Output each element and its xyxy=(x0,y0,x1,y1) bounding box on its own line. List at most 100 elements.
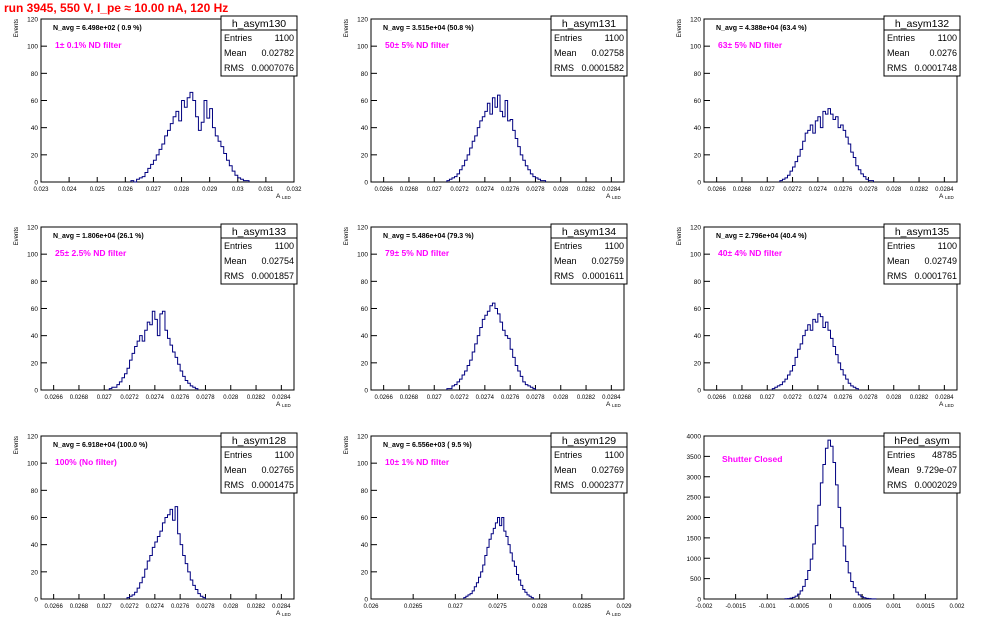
y-tick-label: 100 xyxy=(27,44,38,51)
stats-value: 1100 xyxy=(605,33,624,43)
y-tick-label: 80 xyxy=(31,488,39,495)
stats-value: 9.729e-07 xyxy=(916,465,957,475)
y-tick-label: 0 xyxy=(34,597,38,604)
stats-value: 0.0001475 xyxy=(251,480,294,490)
stats-value: 0.02769 xyxy=(591,465,624,475)
y-tick-label: 0 xyxy=(697,388,701,395)
x-tick-label: 0.029 xyxy=(202,187,218,193)
y-tick-label: 80 xyxy=(361,71,369,78)
x-tick-label: 0.0275 xyxy=(488,604,507,610)
filter-note: 100% (No filter) xyxy=(55,457,117,467)
y-tick-label: 0 xyxy=(697,180,701,187)
histogram-name: h_asym134 xyxy=(562,226,616,238)
x-tick-label: 0.0268 xyxy=(400,187,419,193)
y-tick-label: 40 xyxy=(361,125,369,132)
x-tick-label: 0.001 xyxy=(886,604,902,610)
stats-label: RMS xyxy=(554,480,574,490)
x-tick-label: 0.0272 xyxy=(783,395,802,401)
x-tick-label: -0.0005 xyxy=(789,604,810,610)
y-tick-label: 20 xyxy=(31,152,39,159)
x-tick-label: 0.0005 xyxy=(853,604,872,610)
stats-label: RMS xyxy=(224,63,244,73)
y-tick-label: 40 xyxy=(694,125,702,132)
y-tick-label: 100 xyxy=(690,252,701,259)
stats-box: h_asym135 Entries 1100 Mean 0.02749 RMS 0.0001… xyxy=(883,223,961,285)
x-tick-label: 0.027 xyxy=(760,187,776,193)
x-tick-label: 0.0282 xyxy=(247,604,266,610)
y-tick-label: 20 xyxy=(694,360,702,367)
y-tick-label: 60 xyxy=(31,98,39,105)
y-tick-label: 0 xyxy=(364,597,368,604)
stats-box: h_asym132 Entries 1100 Mean 0.0276 RMS 0.00017… xyxy=(883,15,961,77)
y-tick-label: 20 xyxy=(31,360,39,367)
filter-note: 79± 5% ND filter xyxy=(385,248,450,258)
y-axis-label: Events xyxy=(677,19,683,37)
x-tick-label: 0.0274 xyxy=(146,395,165,401)
y-tick-label: 40 xyxy=(31,333,39,340)
stats-box: h_asym133 Entries 1100 Mean 0.02754 RMS 0.0001… xyxy=(220,223,298,285)
x-tick-label: -0.001 xyxy=(759,604,777,610)
stats-value: 0.02765 xyxy=(261,465,294,475)
stats-value: 0.0001857 xyxy=(251,271,294,281)
x-tick-label: 0.025 xyxy=(90,187,106,193)
x-tick-label: 0.028 xyxy=(886,187,902,193)
stats-box-frame xyxy=(550,223,628,285)
stats-label: Entries xyxy=(554,450,583,460)
y-tick-label: 1000 xyxy=(687,556,702,563)
histogram-panel: 0 20 40 60 80 100 120 0.026 0.0265 0.027 0.0275 0.0… xyxy=(344,432,632,617)
x-tick-label: 0.0278 xyxy=(859,187,878,193)
stats-value: 0.02758 xyxy=(591,48,624,58)
x-tick-label: 0.0266 xyxy=(44,395,63,401)
y-tick-label: 100 xyxy=(357,461,368,468)
x-tick-label: 0.027 xyxy=(760,395,776,401)
histogram-name: h_asym131 xyxy=(562,18,616,30)
x-tick-label: 0.024 xyxy=(62,187,78,193)
x-tick-label: 0.0276 xyxy=(501,395,520,401)
x-tick-label: 0.028 xyxy=(886,395,902,401)
stats-value: 48785 xyxy=(932,450,957,460)
filter-note: 50± 5% ND filter xyxy=(385,40,450,50)
x-tick-label: 0.0266 xyxy=(707,395,726,401)
x-tick-label: 0.0268 xyxy=(70,604,89,610)
x-tick-label: 0.026 xyxy=(118,187,134,193)
stats-label: RMS xyxy=(554,271,574,281)
stats-box: h_asym134 Entries 1100 Mean 0.02759 RMS 0.0001… xyxy=(550,223,628,285)
x-tick-label: 0.0278 xyxy=(859,395,878,401)
stats-value: 1100 xyxy=(275,450,294,460)
x-tick-label: 0.031 xyxy=(258,187,274,193)
x-tick-label: 0.0272 xyxy=(450,187,469,193)
x-tick-label: 0.026 xyxy=(363,604,379,610)
y-tick-label: 80 xyxy=(361,279,369,286)
x-axis-label-subscript: LED xyxy=(945,195,955,200)
histogram-series xyxy=(108,310,199,390)
histogram-panel: 0 20 40 60 80 100 120 0.0266 0.0268 0.027 0.0272 0.… xyxy=(677,223,961,408)
x-tick-label: -0.0015 xyxy=(725,604,746,610)
y-tick-label: 120 xyxy=(27,225,38,232)
navg-label: N_avg = 4.388e+04 (63.4 %) xyxy=(716,25,807,32)
y-tick-label: 40 xyxy=(694,333,702,340)
navg-label: N_avg = 6.918e+04 (100.0 %) xyxy=(53,442,148,449)
x-tick-label: 0.0278 xyxy=(196,604,215,610)
stats-label: Mean xyxy=(887,465,910,475)
histogram-name: h_asym132 xyxy=(895,18,949,30)
stats-label: Entries xyxy=(887,33,916,43)
y-tick-label: 100 xyxy=(690,44,701,51)
stats-label: Entries xyxy=(224,450,253,460)
x-tick-label: 0.0284 xyxy=(935,395,954,401)
x-tick-label: 0.0266 xyxy=(44,604,63,610)
x-tick-label: 0.0278 xyxy=(196,395,215,401)
x-tick-label: 0.0268 xyxy=(70,395,89,401)
stats-label: Entries xyxy=(554,33,583,43)
histogram-panel: 0 20 40 60 80 100 120 0.0266 0.0268 0.027 0.0272 0.… xyxy=(14,432,298,617)
stats-box-frame xyxy=(883,223,961,285)
y-axis-label: Events xyxy=(14,227,20,245)
stats-value: 1100 xyxy=(605,241,624,251)
stats-label: RMS xyxy=(554,63,574,73)
x-tick-label: 0.0268 xyxy=(733,187,752,193)
y-tick-label: 20 xyxy=(694,152,702,159)
x-tick-label: 0.0282 xyxy=(910,395,929,401)
y-tick-label: 20 xyxy=(361,360,369,367)
x-tick-label: 0.028 xyxy=(553,187,569,193)
navg-label: N_avg = 6.498e+02 ( 0.9 %) xyxy=(53,25,142,32)
x-tick-label: 0.0274 xyxy=(809,395,828,401)
